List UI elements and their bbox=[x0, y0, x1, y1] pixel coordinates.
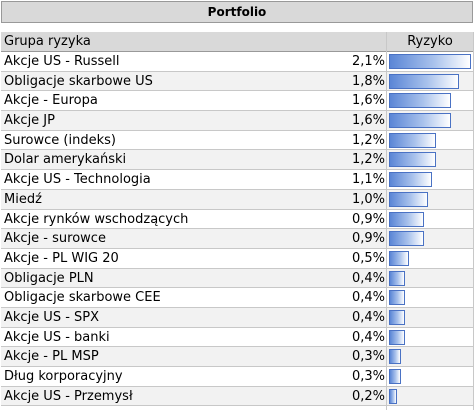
risk-bar-cell bbox=[387, 328, 473, 347]
risk-bar-cell bbox=[387, 91, 473, 110]
risk-bar-cell bbox=[387, 249, 473, 268]
risk-group-name: Akcje US - Technologia bbox=[4, 172, 151, 188]
risk-bar bbox=[389, 73, 459, 89]
risk-group-name: Akcje - PL WIG 20 bbox=[4, 250, 119, 266]
risk-value: 1,8% bbox=[351, 73, 385, 89]
risk-bar bbox=[389, 349, 401, 365]
risk-bar-cell bbox=[387, 288, 473, 307]
risk-value: 1,1% bbox=[351, 172, 385, 188]
table-row: Akcje US - Przemysł 0,2% bbox=[1, 386, 473, 407]
table-row: Akcje US - Russell 2,1% bbox=[1, 52, 473, 72]
risk-group-name: Akcje US - SPX bbox=[4, 309, 100, 325]
risk-bar bbox=[389, 290, 405, 306]
risk-group-name: Surowce (indeks) bbox=[4, 132, 116, 148]
table-row: Miedź 1,0% bbox=[1, 189, 473, 210]
risk-bar bbox=[389, 172, 432, 188]
risk-group-name: Obligacje PLN bbox=[4, 270, 94, 286]
table-row: Obligacje skarbowe US 1,8% bbox=[1, 71, 473, 92]
risk-bar-cell bbox=[387, 131, 473, 150]
risk-bar bbox=[389, 132, 436, 148]
table-row: Obligacje skarbowe CEE 0,4% bbox=[1, 288, 473, 308]
portfolio-title: Portfolio bbox=[1, 1, 473, 23]
risk-bar bbox=[389, 369, 401, 384]
header-risk: Ryzyko bbox=[407, 34, 453, 49]
risk-value: 0,4% bbox=[351, 290, 385, 306]
risk-value: 2,1% bbox=[351, 54, 385, 69]
header-group: Grupa ryzyka bbox=[4, 34, 91, 49]
risk-value: 0,2% bbox=[351, 388, 385, 404]
risk-bar bbox=[389, 388, 397, 404]
table-header: Grupa ryzyka Ryzyko bbox=[1, 32, 473, 52]
risk-group-name: Obligacje skarbowe CEE bbox=[4, 290, 161, 306]
risk-bar-cell bbox=[387, 150, 473, 169]
risk-bar-cell bbox=[387, 229, 473, 248]
risk-group-name: Akcje - PL MSP bbox=[4, 349, 99, 365]
risk-bar-cell bbox=[387, 111, 473, 130]
risk-bar bbox=[389, 54, 471, 69]
risk-group-name: Dolar amerykański bbox=[4, 152, 127, 168]
risk-value: 1,0% bbox=[351, 191, 385, 207]
table-row: Obligacje PLN 0,4% bbox=[1, 268, 473, 289]
table-row: Akcje US - Technologia 1,1% bbox=[1, 170, 473, 190]
table-row: Akcje - Europa 1,6% bbox=[1, 91, 473, 112]
risk-value: 0,3% bbox=[351, 349, 385, 365]
risk-value: 1,2% bbox=[351, 132, 385, 148]
risk-group-name: Akcje JP bbox=[4, 113, 55, 129]
risk-group-name: Dług korporacyjny bbox=[4, 369, 123, 384]
risk-value: 0,4% bbox=[351, 270, 385, 286]
risk-value: 0,4% bbox=[351, 329, 385, 345]
risk-bar-cell bbox=[387, 72, 473, 91]
risk-bar bbox=[389, 270, 405, 286]
risk-bar-cell bbox=[387, 190, 473, 209]
risk-bar-cell bbox=[387, 170, 473, 189]
risk-group-name: Miedź bbox=[4, 191, 42, 207]
risk-bar-cell bbox=[387, 52, 473, 71]
table-row: Akcje - PL WIG 20 0,5% bbox=[1, 249, 473, 269]
risk-value: 1,2% bbox=[351, 152, 385, 168]
risk-value: 1,6% bbox=[351, 93, 385, 109]
table-row: Akcje - PL MSP 0,3% bbox=[1, 347, 473, 367]
risk-bar-cell bbox=[387, 387, 473, 406]
risk-group-name: Obligacje skarbowe US bbox=[4, 73, 153, 89]
risk-group-name: Akcje US - Russell bbox=[4, 54, 120, 69]
right-border bbox=[473, 32, 474, 410]
risk-bar-cell bbox=[387, 347, 473, 366]
risk-bar-cell bbox=[387, 210, 473, 229]
table-row: Akcje US - banki 0,4% bbox=[1, 328, 473, 348]
table-row: Akcje - surowce 0,9% bbox=[1, 229, 473, 249]
risk-bar-cell bbox=[387, 308, 473, 327]
risk-value: 1,6% bbox=[351, 113, 385, 129]
risk-value: 0,9% bbox=[351, 231, 385, 247]
risk-bar-cell bbox=[387, 367, 473, 386]
risk-bar bbox=[389, 152, 436, 168]
risk-bar bbox=[389, 329, 405, 345]
risk-bar bbox=[389, 113, 451, 129]
table-row: Akcje rynków wschodzących 0,9% bbox=[1, 210, 473, 230]
risk-value: 0,9% bbox=[351, 211, 385, 227]
risk-value: 0,4% bbox=[351, 309, 385, 325]
table-row: Akcje JP 1,6% bbox=[1, 111, 473, 131]
column-divider bbox=[386, 32, 387, 410]
risk-bar bbox=[389, 250, 409, 266]
risk-bar bbox=[389, 93, 451, 109]
risk-group-name: Akcje rynków wschodzących bbox=[4, 211, 189, 227]
risk-bar bbox=[389, 191, 428, 207]
risk-value: 0,5% bbox=[351, 250, 385, 266]
table-row: Surowce (indeks) 1,2% bbox=[1, 131, 473, 151]
table-row: Akcje US - SPX 0,4% bbox=[1, 307, 473, 328]
risk-bar bbox=[389, 231, 424, 247]
risk-table-body: Akcje US - Russell 2,1% Obligacje skarbowe… bbox=[1, 52, 473, 407]
table-row: Dług korporacyjny 0,3% bbox=[1, 367, 473, 387]
risk-group-name: Akcje - surowce bbox=[4, 231, 106, 247]
risk-bar bbox=[389, 309, 405, 325]
risk-value: 0,3% bbox=[351, 369, 385, 384]
risk-bar bbox=[389, 211, 424, 227]
risk-bar-cell bbox=[387, 269, 473, 288]
risk-group-name: Akcje US - Przemysł bbox=[4, 388, 133, 404]
risk-group-name: Akcje US - banki bbox=[4, 329, 110, 345]
risk-group-name: Akcje - Europa bbox=[4, 93, 98, 109]
table-row: Dolar amerykański 1,2% bbox=[1, 150, 473, 171]
